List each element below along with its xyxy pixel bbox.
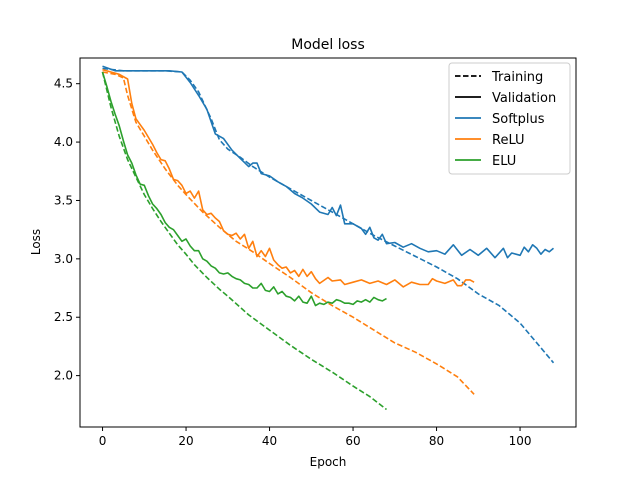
axes-layer: 0 20 40 60 80 100 2.0 2.5 3.0 3.5 4.0 4.5 — [54, 77, 532, 448]
legend: Training Validation Softplus ReLU ELU — [448, 62, 571, 175]
series-line-relu-training — [102, 71, 475, 395]
y-tick-label: 3.5 — [54, 193, 73, 207]
y-tick-label: 3.0 — [54, 252, 73, 266]
x-tick-label: 100 — [509, 434, 532, 448]
legend-box — [448, 62, 571, 175]
y-tick-label: 2.0 — [54, 369, 73, 383]
chart-title: Model loss — [291, 37, 365, 53]
legend-label-softplus: Softplus — [492, 112, 545, 127]
series-line-softplus-validation — [102, 65, 555, 259]
y-axis-label: Loss — [29, 229, 43, 255]
x-tick-label: 40 — [262, 434, 277, 448]
series-layer — [101, 65, 555, 411]
legend-label-elu: ELU — [492, 154, 516, 169]
x-tick-label: 0 — [99, 434, 107, 448]
y-tick-label: 4.5 — [54, 77, 73, 91]
x-tick-label: 60 — [345, 434, 360, 448]
series-line-elu-training — [101, 71, 387, 411]
x-axis-label: Epoch — [310, 455, 347, 469]
legend-label-training: Training — [491, 70, 543, 85]
legend-label-relu: ReLU — [492, 133, 525, 148]
x-tick-label: 80 — [429, 434, 444, 448]
y-tick-label: 4.0 — [54, 135, 73, 149]
series-line-elu-validation — [101, 71, 387, 307]
x-tick-label: 20 — [178, 434, 193, 448]
y-tick-label: 2.5 — [54, 310, 73, 324]
legend-label-validation: Validation — [492, 91, 556, 106]
series-line-relu-validation — [102, 68, 475, 288]
plot-frame — [79, 57, 577, 428]
